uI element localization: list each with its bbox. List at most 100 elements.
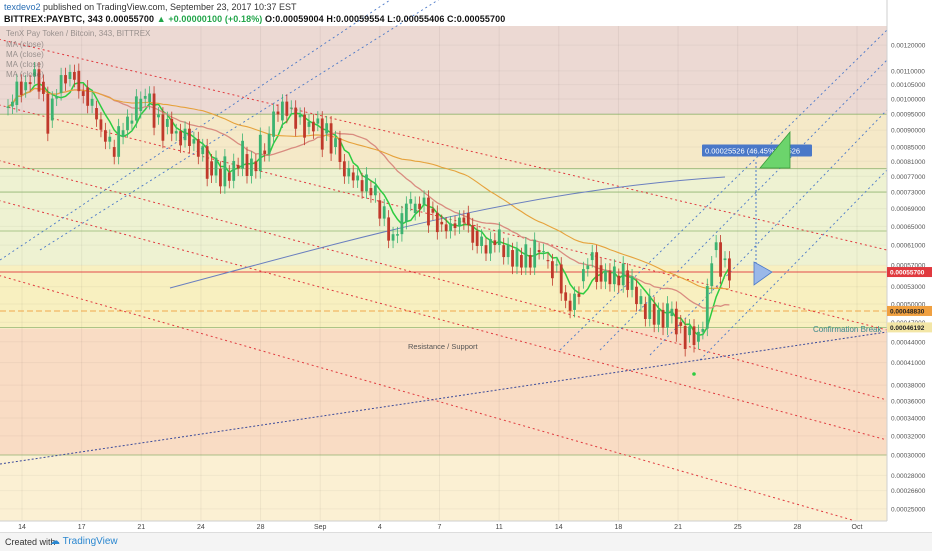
time-tick-label: Sep: [314, 524, 327, 531]
price-tick-label: 0.00038000: [891, 383, 926, 390]
zone-band: [0, 328, 887, 456]
zone-band: [0, 168, 887, 266]
time-tick-label: 25: [734, 524, 742, 531]
candle-body: [37, 69, 41, 92]
candle-body: [365, 174, 368, 192]
trend-channels: [0, 0, 888, 531]
candle-body: [272, 111, 275, 137]
candle-body: [347, 168, 351, 177]
red-channel-line: [0, 160, 888, 401]
candle-body: [99, 119, 103, 130]
candle-body: [267, 133, 271, 155]
time-tick-label: Oct: [852, 524, 863, 531]
low-marker: [692, 372, 696, 376]
candle-body: [214, 157, 218, 176]
candle-body: [373, 185, 377, 196]
candle-body: [652, 303, 656, 325]
price-tick-label: 0.00069000: [891, 206, 926, 213]
candle-body: [143, 95, 147, 99]
candle-body: [431, 208, 435, 213]
candle-body: [511, 250, 514, 267]
zone-band: [0, 114, 887, 169]
candle-body: [506, 244, 510, 258]
zone-band: [0, 455, 887, 521]
candle-body: [316, 118, 320, 124]
ma-slow-line: [7, 87, 730, 290]
price-axis-label-bg: [887, 305, 932, 316]
time-tick-label: 28: [793, 524, 801, 531]
candle-body: [550, 261, 554, 279]
legend-ma-4[interactable]: MA (close): [6, 70, 44, 79]
legend-ma-2[interactable]: MA (close): [6, 50, 44, 59]
candle-body: [46, 93, 50, 134]
candle-body: [276, 111, 280, 115]
candle-body: [369, 188, 373, 196]
time-axis-bg: [0, 521, 887, 532]
candle-body: [121, 130, 125, 137]
price-chart[interactable]: 0.00025526 (46.45%) 25526 Resistance / Su…: [0, 0, 932, 532]
candle-body: [590, 252, 594, 261]
candle-body: [555, 264, 559, 266]
price-axis-label: 0.00048830: [890, 308, 925, 315]
price-tick-label: 0.00100000: [891, 96, 926, 103]
candle-body: [325, 123, 329, 134]
red-channel-line: [0, 104, 888, 331]
candle-body: [134, 96, 138, 121]
price-tick-label: 0.00041000: [891, 360, 926, 367]
support-trendline: [0, 331, 888, 465]
legend-ma-1[interactable]: MA (close): [6, 40, 44, 49]
candle-body: [444, 224, 448, 232]
candle-body: [577, 293, 581, 297]
price-tick-label: 0.00025000: [891, 506, 926, 513]
candle-body: [303, 114, 306, 138]
candle-body: [670, 308, 674, 317]
candle-body: [666, 303, 669, 328]
zone-band: [0, 265, 887, 329]
candle-body: [657, 309, 661, 325]
candle-body: [139, 98, 143, 112]
legend-title[interactable]: TenX Pay Token / Bitcoin, 343, BITTREX: [6, 29, 151, 38]
candle-body: [351, 172, 355, 181]
price-tick-label: 0.00053000: [891, 284, 926, 291]
candle-body: [409, 199, 413, 204]
time-tick-label: 14: [18, 524, 26, 531]
candle-body: [281, 101, 284, 121]
candle-body: [334, 138, 337, 148]
candle-body: [462, 217, 466, 223]
candle-body: [95, 108, 98, 120]
candle-body: [573, 293, 576, 310]
price-tick-label: 0.00026600: [891, 488, 926, 495]
price-tick-label: 0.00032000: [891, 433, 926, 440]
candle-body: [484, 245, 488, 254]
time-tick-label: 7: [438, 524, 442, 531]
time-tick-label: 21: [674, 524, 682, 531]
candle-body: [152, 93, 156, 128]
candle-body: [42, 81, 45, 94]
candle-body: [648, 295, 652, 320]
candle-body: [586, 265, 590, 270]
candle-body: [728, 258, 731, 281]
legend-ma-3[interactable]: MA (close): [6, 60, 44, 69]
candle-body: [719, 242, 722, 277]
candle-body: [524, 244, 528, 268]
price-tick-label: 0.00036000: [891, 399, 926, 406]
candle-body: [223, 156, 227, 187]
candle-body: [103, 130, 107, 142]
price-change: ▲ +0.00000100 (+0.18%): [156, 14, 263, 24]
author-link[interactable]: texdevo2: [4, 2, 41, 12]
candle-body: [258, 134, 262, 172]
candle-body: [502, 245, 506, 258]
candle-body: [50, 98, 54, 121]
candle-body: [453, 223, 457, 229]
candle-body: [227, 172, 231, 181]
tradingview-logo[interactable]: ☁ TradingView: [50, 536, 118, 547]
candle-body: [148, 93, 152, 102]
candle-body: [342, 161, 346, 177]
candle-body: [289, 107, 293, 109]
price-tick-label: 0.00105000: [891, 82, 926, 89]
candle-body: [635, 286, 638, 305]
candle-body: [130, 120, 134, 124]
last-price: 0.00055700: [105, 14, 155, 24]
candle-body: [338, 138, 342, 163]
price-tick-label: 0.00120000: [891, 43, 926, 50]
